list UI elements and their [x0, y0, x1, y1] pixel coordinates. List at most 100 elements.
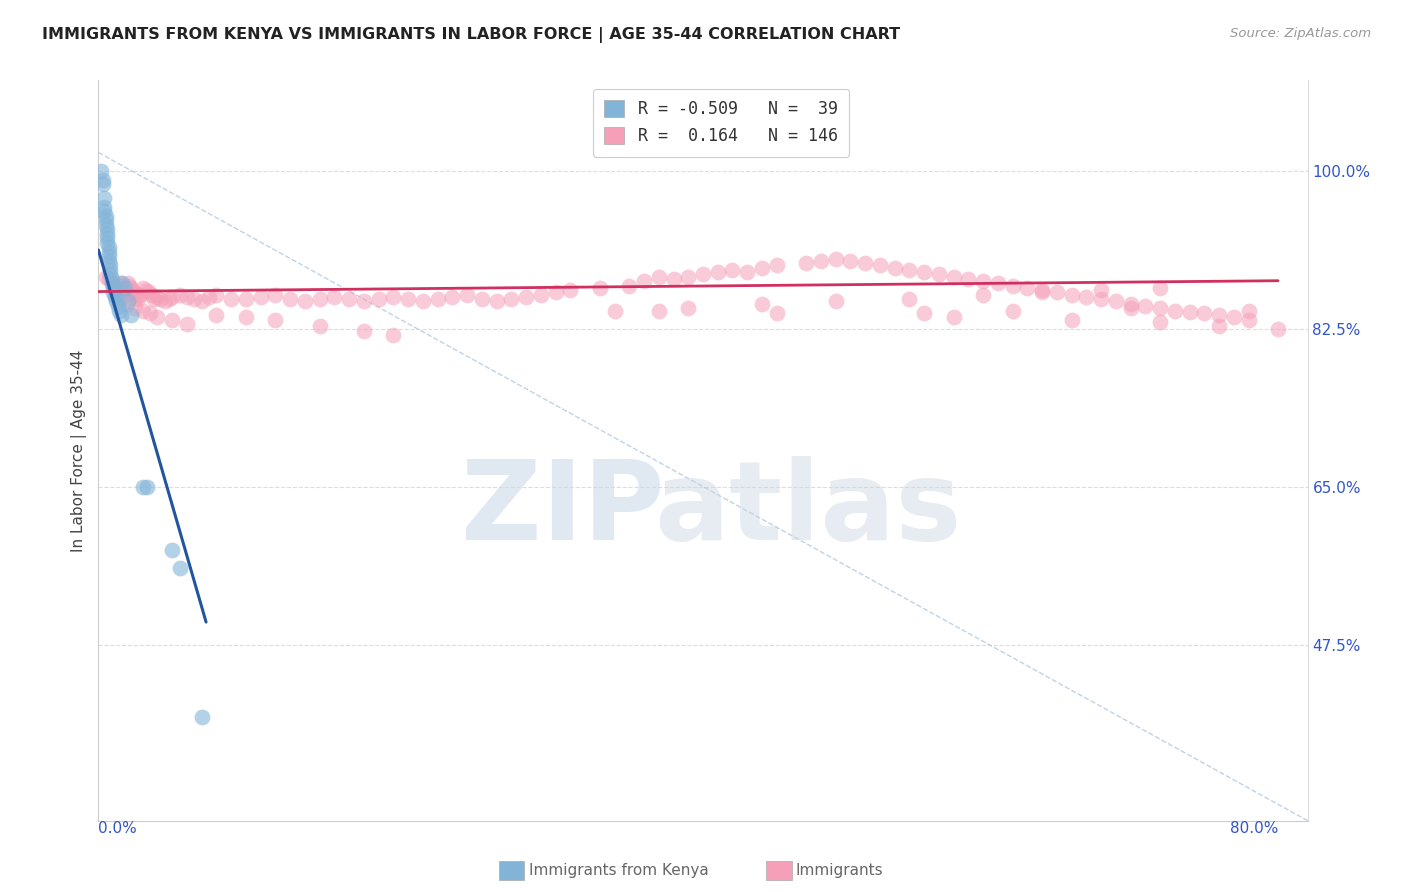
Point: [105, 283, 128, 297]
Point: [853, 255, 876, 269]
Point: [97, 244, 120, 259]
Point: [160, 312, 183, 326]
Point: [412, 294, 434, 309]
Point: [501, 292, 523, 306]
Point: [190, 710, 212, 724]
Point: [456, 288, 478, 302]
Point: [104, 290, 127, 304]
Point: [100, 272, 122, 286]
Point: [382, 327, 405, 342]
Point: [149, 292, 172, 306]
Point: [987, 277, 1010, 291]
Text: IMMIGRANTS FROM KENYA VS IMMIGRANTS IN LABOR FORCE | AGE 35-44 CORRELATION CHART: IMMIGRANTS FROM KENYA VS IMMIGRANTS IN L…: [42, 27, 900, 43]
Point: [169, 288, 191, 302]
Point: [883, 261, 905, 276]
Point: [101, 281, 124, 295]
Point: [382, 290, 405, 304]
Point: [1223, 310, 1246, 324]
Point: [93, 191, 115, 205]
Point: [603, 303, 626, 318]
Point: [249, 290, 271, 304]
Point: [1090, 292, 1112, 306]
Point: [1001, 303, 1024, 318]
Point: [1060, 312, 1083, 326]
Point: [183, 292, 205, 306]
Point: [323, 290, 346, 304]
Point: [104, 288, 127, 302]
Point: [121, 283, 143, 297]
Point: [107, 285, 129, 299]
Point: [678, 301, 700, 315]
Point: [131, 281, 153, 295]
Point: [471, 292, 494, 306]
Point: [633, 274, 655, 288]
Text: 0.0%: 0.0%: [98, 821, 138, 836]
Point: [110, 308, 132, 322]
Point: [136, 479, 159, 493]
Point: [1090, 283, 1112, 297]
Point: [128, 288, 150, 302]
Point: [1060, 288, 1083, 302]
Point: [117, 297, 139, 311]
Point: [972, 288, 994, 302]
Point: [114, 285, 136, 300]
Point: [120, 281, 142, 295]
Point: [869, 259, 891, 273]
Point: [560, 283, 582, 297]
Point: [111, 277, 134, 291]
Point: [198, 290, 221, 304]
Point: [824, 252, 846, 266]
Point: [93, 200, 115, 214]
Point: [100, 277, 122, 291]
Point: [135, 283, 157, 297]
Point: [235, 310, 257, 324]
Point: [1267, 321, 1289, 335]
Point: [108, 281, 131, 295]
Point: [131, 479, 153, 493]
Point: [110, 277, 132, 291]
Point: [125, 290, 148, 304]
Point: [96, 235, 118, 250]
Point: [97, 253, 120, 268]
Point: [1119, 297, 1142, 311]
Point: [692, 268, 714, 282]
Point: [97, 272, 120, 286]
Point: [294, 294, 316, 309]
Point: [96, 222, 118, 236]
Point: [589, 281, 612, 295]
Point: [100, 277, 122, 291]
Point: [94, 270, 117, 285]
Point: [160, 290, 183, 304]
Point: [97, 240, 120, 254]
Point: [619, 279, 641, 293]
Point: [93, 204, 115, 219]
Point: [367, 292, 389, 306]
Point: [90, 163, 112, 178]
Point: [928, 268, 950, 282]
Point: [912, 265, 935, 279]
Y-axis label: In Labor Force | Age 35-44: In Labor Force | Age 35-44: [72, 350, 87, 551]
Point: [678, 270, 700, 285]
Point: [107, 299, 129, 313]
Point: [205, 288, 228, 302]
Point: [337, 292, 360, 306]
Point: [278, 292, 301, 306]
Point: [1149, 281, 1171, 295]
Point: [1208, 318, 1230, 333]
Point: [190, 294, 212, 309]
Point: [1135, 299, 1157, 313]
Point: [751, 297, 773, 311]
Point: [127, 292, 149, 306]
Point: [105, 294, 128, 309]
Text: Immigrants from Kenya: Immigrants from Kenya: [529, 863, 709, 878]
Point: [662, 272, 685, 286]
Point: [120, 308, 142, 322]
Point: [1149, 301, 1171, 315]
Point: [91, 172, 114, 186]
Text: Source: ZipAtlas.com: Source: ZipAtlas.com: [1230, 27, 1371, 40]
Point: [912, 306, 935, 320]
Point: [824, 294, 846, 309]
Legend: R = -0.509   N =  39, R =  0.164   N = 146: R = -0.509 N = 39, R = 0.164 N = 146: [593, 88, 849, 157]
Point: [1194, 306, 1216, 320]
Point: [1105, 294, 1128, 309]
